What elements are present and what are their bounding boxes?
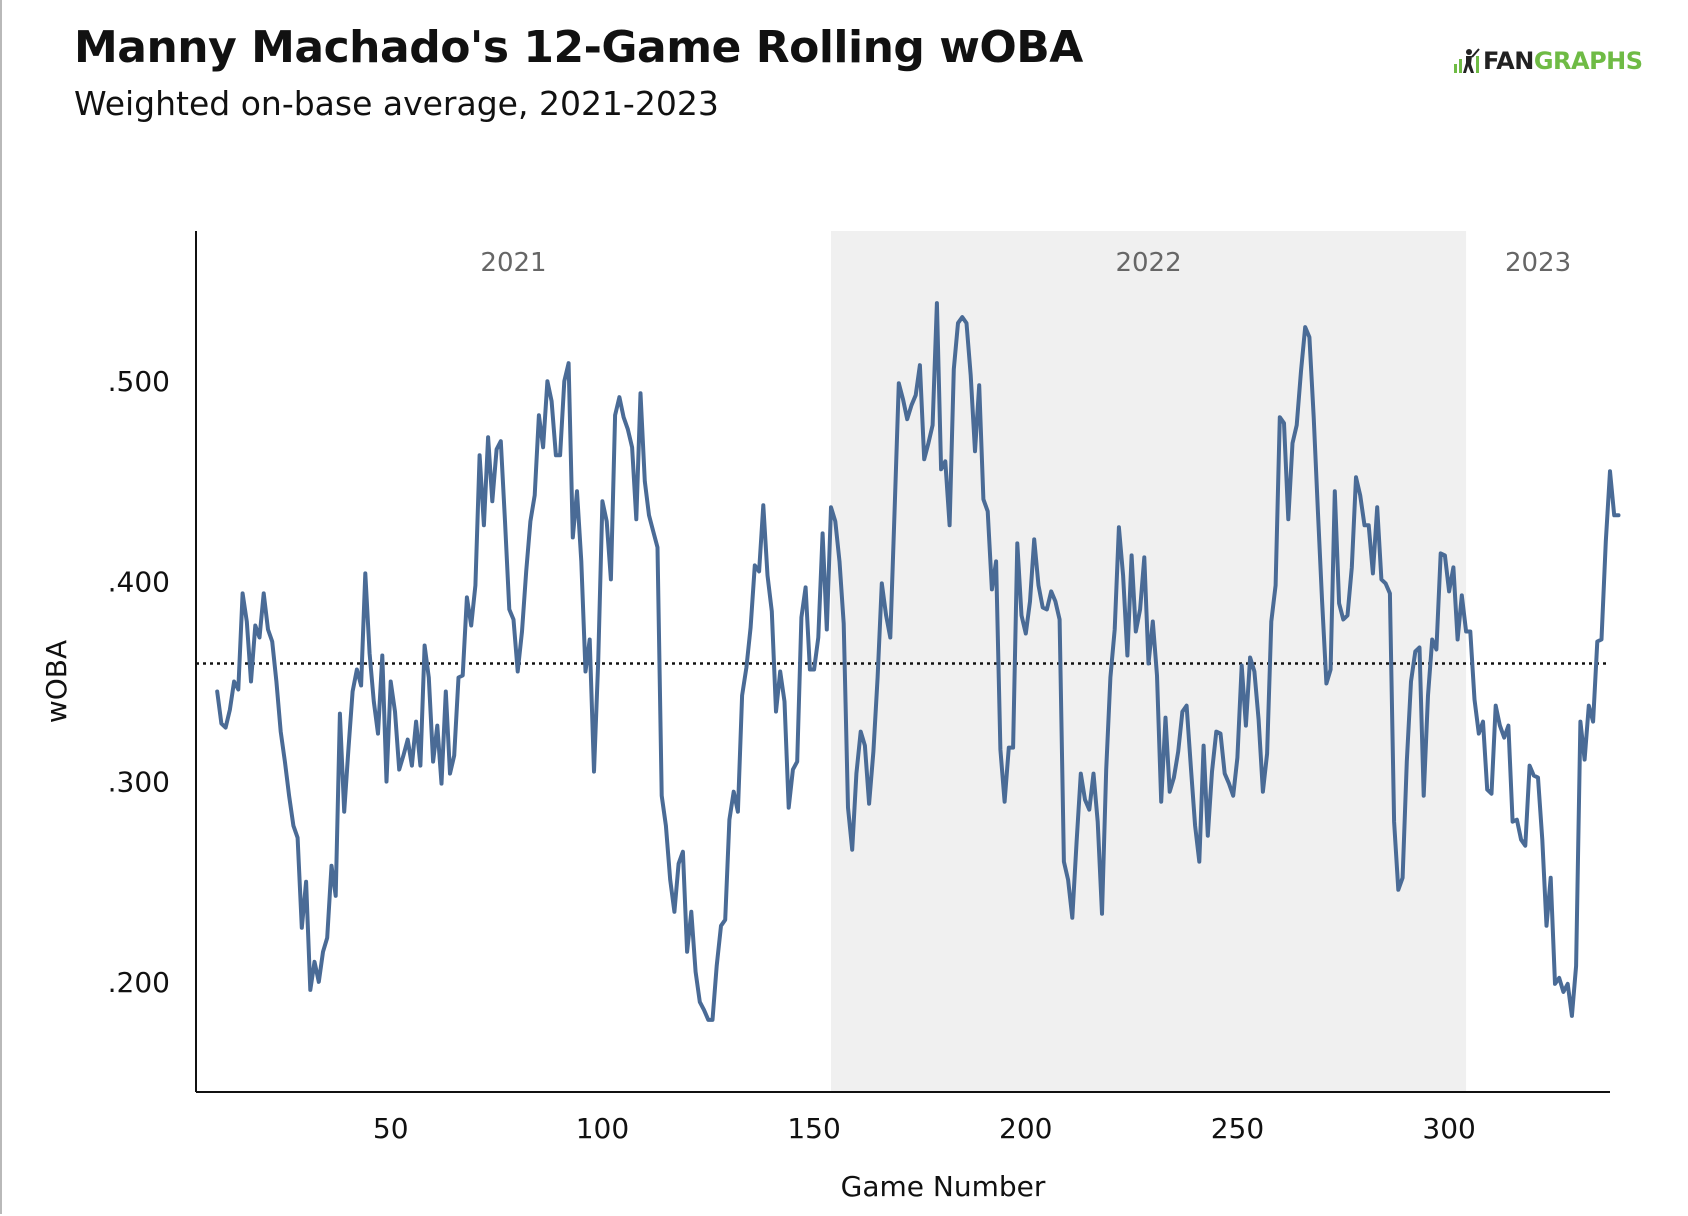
x-tick-label: 100 [576,1112,629,1145]
season-label-2023: 2023 [1505,248,1571,278]
y-tick-label: .200 [108,966,170,999]
y-tick-label: .300 [108,766,170,799]
y-tick-label: .500 [108,365,170,398]
y-axis-title: wOBA [40,640,73,723]
x-tick-labels: 50 100 150 200 250 300 [373,1112,1476,1145]
y-tick-label: .400 [108,565,170,598]
x-tick-label: 250 [1211,1112,1264,1145]
x-tick-label: 200 [999,1112,1052,1145]
season-label-2022: 2022 [1115,248,1181,278]
x-axis-title: Game Number [841,1170,1046,1203]
season-label-2021: 2021 [480,248,546,278]
y-tick-labels: .200 .300 .400 .500 [108,365,170,999]
x-tick-label: 50 [373,1112,409,1145]
x-tick-label: 150 [787,1112,840,1145]
x-tick-label: 300 [1422,1112,1475,1145]
line-chart: 2021 2022 2023 .200 .300 .400 .500 50 100 150 20… [0,0,1688,1216]
